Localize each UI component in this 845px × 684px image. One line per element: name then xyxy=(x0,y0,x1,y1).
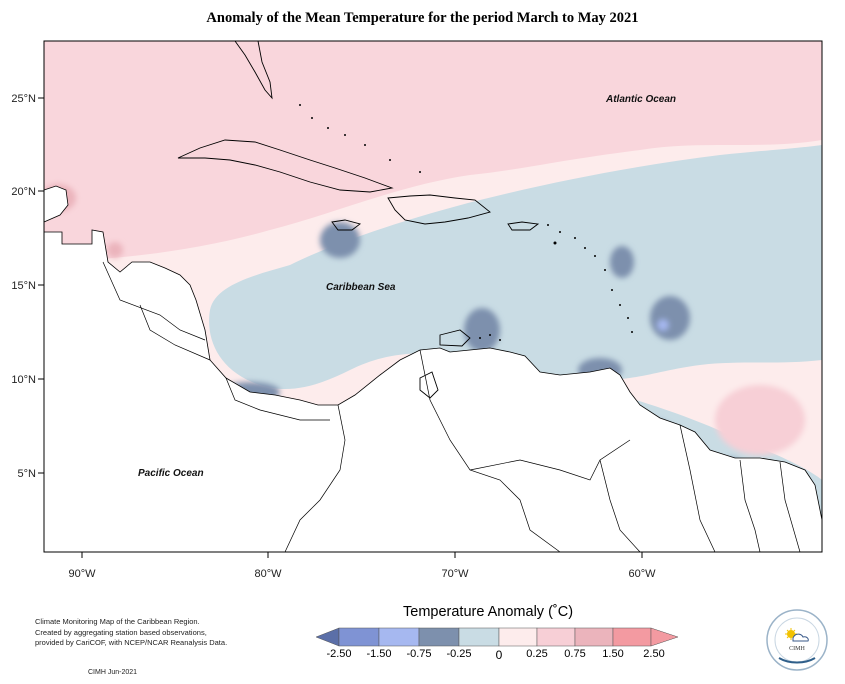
legend-arrow-high xyxy=(650,627,679,647)
lon-label-90w: 90°W xyxy=(68,568,96,580)
legend-tick: 1.50 xyxy=(602,648,624,660)
legend-tick: -0.25 xyxy=(446,648,472,660)
note-line: Climate Monitoring Map of the Caribbean … xyxy=(35,617,200,626)
lon-tick-marks xyxy=(81,552,643,558)
legend-tick: -1.50 xyxy=(366,648,392,660)
legend-swatch-8 xyxy=(612,627,652,647)
map-title: Anomaly of the Mean Temperature for the … xyxy=(206,10,639,26)
legend-tick: -0.75 xyxy=(406,648,432,660)
legend-swatch-1 xyxy=(338,627,380,647)
legend-swatch-3 xyxy=(418,627,460,647)
lon-label-80w: 80°W xyxy=(254,568,282,580)
lat-tick-marks xyxy=(38,97,44,474)
legend-swatch-7 xyxy=(574,627,614,647)
legend-swatch-4 xyxy=(458,627,500,647)
map-frame xyxy=(43,40,823,553)
legend-title: Temperature Anomaly (˚C) xyxy=(403,604,574,620)
legend-tick: -2.50 xyxy=(326,648,352,660)
landmasses xyxy=(43,185,823,553)
hispaniola xyxy=(387,194,491,225)
legend-colorbar xyxy=(315,627,679,647)
legend-tick: 0.25 xyxy=(526,648,548,660)
field-warm-se xyxy=(715,385,805,455)
field-warm-north xyxy=(44,41,822,262)
lake-maracaibo xyxy=(419,371,439,399)
legend-swatch-6 xyxy=(536,627,576,647)
map-note: Climate Monitoring Map of the Caribbean … xyxy=(35,617,227,649)
legend-swatch-2 xyxy=(378,627,420,647)
cimh-logo: CIMH xyxy=(766,609,828,671)
legend-arrow-low xyxy=(315,627,340,647)
lat-label-10n: 10°N xyxy=(11,374,36,386)
gulf-of-venezuela xyxy=(439,329,471,347)
puerto-rico xyxy=(507,221,540,231)
legend-tick: 0 xyxy=(495,648,503,662)
pacific-ocean-label: Pacific Ocean xyxy=(138,468,204,479)
note-line: Created by aggregating station based obs… xyxy=(35,627,207,637)
logo-text: CIMH xyxy=(789,646,805,652)
small-islands xyxy=(299,104,633,341)
note-line: provided by CariCOF, with NCEP/NCAR Rean… xyxy=(35,638,228,647)
jamaica xyxy=(331,219,362,231)
legend-swatch-5 xyxy=(498,627,538,647)
atlantic-ocean-label: Atlantic Ocean xyxy=(605,94,676,105)
lat-label-25n: 25°N xyxy=(11,93,36,105)
islands xyxy=(177,40,540,399)
lat-label-5n: 5°N xyxy=(18,468,37,480)
lon-label-70w: 70°W xyxy=(441,568,469,580)
cuba xyxy=(177,139,394,193)
credit-line: CIMH Jun-2021 xyxy=(88,669,138,676)
caribbean-sea-label: Caribbean Sea xyxy=(326,282,396,293)
lat-label-15n: 15°N xyxy=(11,280,36,292)
lat-label-20n: 20°N xyxy=(11,186,36,198)
lon-label-60w: 60°W xyxy=(628,568,656,580)
country-borders xyxy=(102,261,801,553)
florida xyxy=(234,40,273,100)
legend-tick: 0.75 xyxy=(564,648,586,660)
central-south-america xyxy=(43,229,823,553)
legend-tick: 2.50 xyxy=(643,648,665,660)
